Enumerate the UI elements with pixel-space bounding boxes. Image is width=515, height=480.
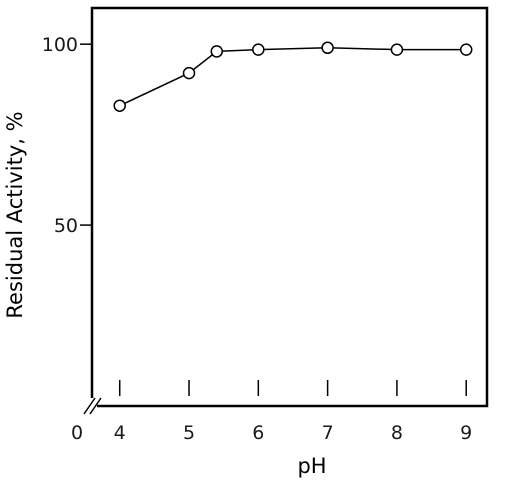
- y-tick-label: 100: [42, 34, 78, 56]
- x-tick-label: 5: [183, 422, 195, 444]
- y-axis-ticks: 50 100: [42, 34, 92, 237]
- x-tick-label: 4: [114, 422, 126, 444]
- x-tick-label: 9: [460, 422, 472, 444]
- data-point: [113, 99, 126, 112]
- data-point: [321, 41, 334, 55]
- series-line: [119, 47, 467, 107]
- data-points: [113, 41, 473, 112]
- data-point: [210, 45, 223, 58]
- data-point: [390, 43, 404, 56]
- x-tick-label: 6: [252, 422, 264, 444]
- x-axis-ticks: 4 5 6 7 8 9: [114, 380, 472, 444]
- axis-break-slash: [83, 397, 96, 415]
- y-axis-title: Residual Activity, %: [3, 111, 27, 318]
- x-axis-title: pH: [297, 454, 326, 478]
- x-axis-break: [83, 397, 102, 415]
- data-point: [459, 43, 473, 56]
- axis-break-slash: [89, 397, 102, 415]
- x-tick-label: 8: [391, 422, 403, 444]
- data-point: [182, 66, 196, 80]
- plot-frame: [90, 6, 489, 408]
- x-tick-label: 7: [322, 422, 334, 444]
- data-point: [252, 43, 265, 56]
- origin-label: 0: [71, 422, 83, 444]
- y-tick-label: 50: [54, 215, 78, 237]
